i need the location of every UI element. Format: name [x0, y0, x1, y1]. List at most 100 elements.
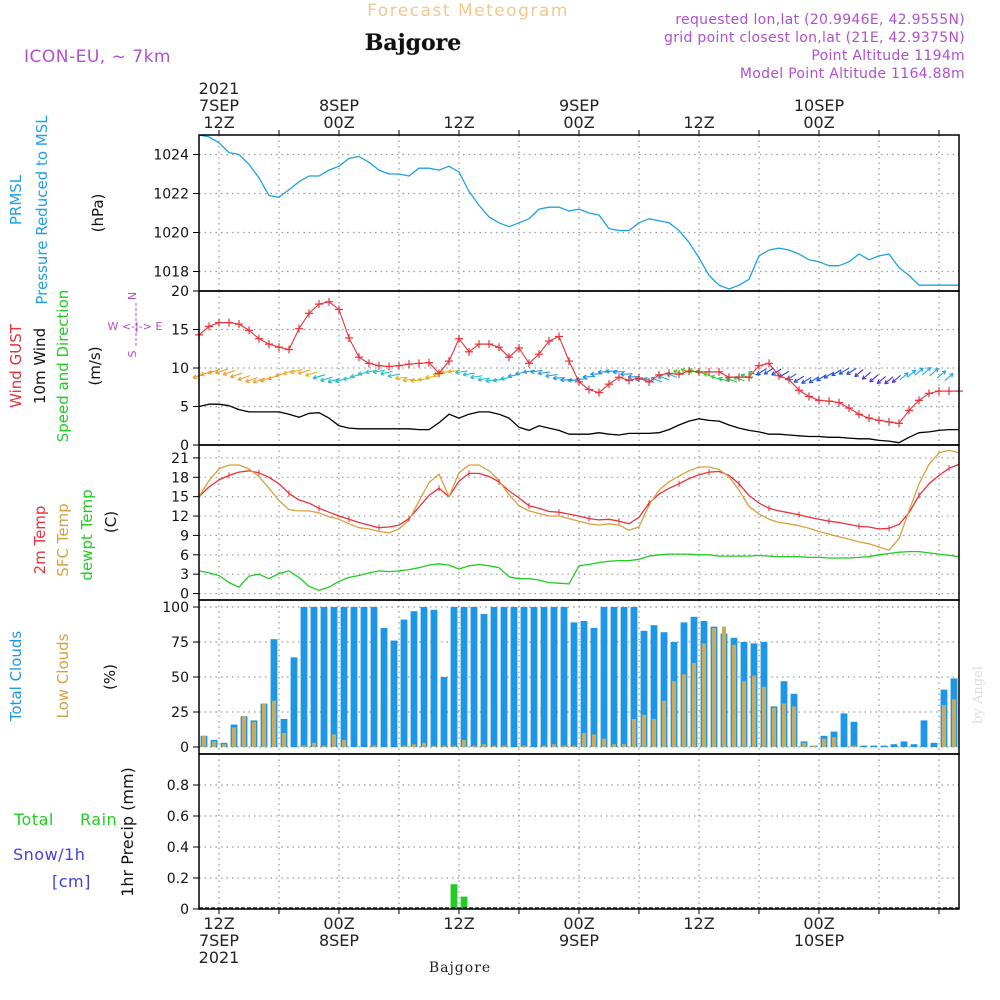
wind-panel: 20 15 10 5 0	[171, 284, 963, 454]
wind-arrow-head	[215, 369, 219, 374]
precip-snow-label: Snow/1h	[13, 845, 85, 864]
wind-arrow	[305, 371, 318, 377]
wind-arrow-head	[222, 374, 228, 376]
y-tick-label: 0.2	[167, 871, 189, 887]
wind-arrow-head	[380, 373, 385, 376]
wind-arrow	[612, 371, 626, 373]
wind-arrow-head	[462, 374, 467, 377]
y-tick-label: 25	[171, 705, 189, 721]
total-cloud-bar	[540, 607, 548, 747]
wind-unit: (m/s)	[86, 346, 104, 385]
wind-arrow-head	[335, 378, 339, 383]
wind-arrow-head	[515, 373, 520, 376]
wind-arrow-head	[567, 378, 572, 382]
low-cloud-bar	[311, 742, 317, 747]
wind-arrow-head	[275, 375, 280, 378]
wind-arrow-head	[801, 379, 805, 384]
y-tick-label: 0.8	[167, 778, 189, 794]
wind-arrow	[477, 377, 491, 381]
low-cloud-bar	[801, 742, 807, 747]
wind-arrow-head	[597, 369, 602, 373]
low-cloud-bar	[661, 700, 667, 747]
y-tick-label: 21	[171, 451, 189, 467]
wind-arrow	[876, 375, 887, 385]
wind-arrow	[944, 373, 954, 382]
wind-arrow	[921, 367, 932, 376]
top-time-label: 7SEP	[199, 96, 239, 115]
total-cloud-bar	[840, 713, 848, 747]
pressure-desc-label: Pressure Reduced to MSL	[33, 115, 51, 305]
wind-arrow-head	[718, 377, 722, 382]
wind-arrow-head	[500, 376, 505, 380]
wind-arrow-head	[260, 378, 264, 382]
low-cloud-bar	[751, 675, 757, 747]
low-cloud-bar	[571, 745, 577, 747]
top-time-label: 8SEP	[319, 96, 359, 115]
total-cloud-bar	[480, 614, 488, 747]
total-cloud-bar	[270, 639, 278, 747]
low-cloud-bar	[791, 706, 797, 747]
low-cloud-bar	[731, 644, 737, 747]
wind-arrow-head	[605, 368, 610, 372]
total-cloud-bar	[530, 607, 538, 747]
wind-arrow-head	[545, 373, 550, 377]
wind-arrow-head	[192, 377, 198, 379]
wind-arrow-head	[297, 373, 303, 375]
pressure-label: PRMSL	[7, 174, 25, 225]
wind-arrow-head	[612, 369, 617, 373]
wind-arrow-head	[312, 375, 317, 379]
low-cloud-bar	[681, 674, 687, 747]
y-tick-label: 0	[180, 587, 189, 603]
y-tick-label: 15	[171, 490, 189, 506]
wind-arrow-head	[913, 369, 917, 375]
wind-arrow-head	[492, 377, 497, 382]
wind-arrow-head	[200, 374, 205, 377]
dewpoint-line	[198, 550, 960, 591]
wind-arrow-head	[372, 369, 377, 373]
wind-arrow-head	[267, 375, 272, 380]
wind-arrow-head	[884, 382, 889, 385]
low-cloud-bar	[691, 663, 697, 747]
total-cloud-bar	[400, 619, 408, 747]
wind-arrow-head	[402, 379, 407, 383]
bottom-time-label: 7SEP	[199, 931, 239, 950]
wind-arrow-head	[673, 369, 678, 372]
wind-arrow	[207, 368, 221, 375]
wind-arrow	[725, 377, 738, 383]
total-cloud-bar	[320, 607, 328, 747]
low-cloud-bar	[601, 738, 607, 747]
wind-arrow	[372, 369, 386, 373]
wind-arrow	[312, 374, 326, 379]
wind-arrow-head	[237, 379, 243, 382]
low-cloud-bar	[551, 744, 557, 747]
wind-arrow-head	[507, 373, 512, 377]
wind-arrow	[545, 373, 558, 377]
wind-arrow-head	[290, 369, 294, 374]
total-cloud-bar	[930, 742, 938, 747]
low-cloud-bar	[411, 744, 417, 747]
total-cloud-bar	[380, 628, 388, 747]
wind-arrow-head	[267, 378, 273, 381]
wind-arrow-head	[260, 380, 265, 383]
low-cloud-bar	[611, 744, 617, 747]
low-cloud-bar	[671, 681, 677, 747]
wind-arrow-head	[485, 378, 490, 382]
wind-arrow-head	[680, 368, 685, 373]
wind-10m-label: 10m Wind	[31, 328, 49, 404]
wind-arrow-head	[230, 376, 235, 379]
wind-arrow-head	[748, 370, 753, 373]
wind-speed-line	[198, 403, 959, 444]
wind-arrow	[906, 369, 917, 378]
bottom-time-label: 00Z	[323, 914, 354, 933]
y-tick-label: 10	[171, 361, 189, 377]
wind-arrow-head	[507, 375, 512, 379]
total-cloud-bar	[600, 607, 608, 747]
temperature-panel: 21 18 15 12 9 6 3 0	[171, 445, 960, 603]
pressure-unit: (hPa)	[89, 194, 107, 233]
total-cloud-bar	[300, 607, 308, 747]
wind-arrow	[718, 377, 730, 383]
low-cloud-bar	[781, 703, 787, 747]
wind-arrow-head	[342, 376, 347, 380]
low-cloud-bar	[581, 733, 587, 747]
wind-arrow-head	[530, 371, 535, 375]
